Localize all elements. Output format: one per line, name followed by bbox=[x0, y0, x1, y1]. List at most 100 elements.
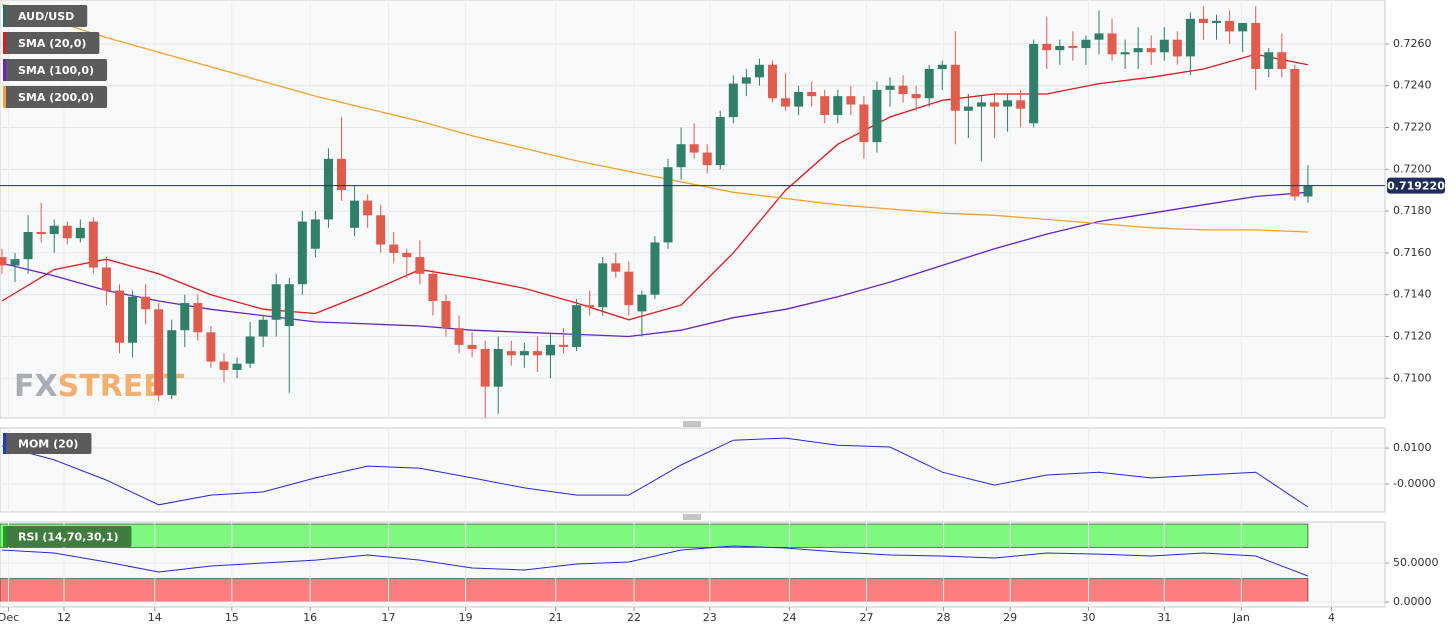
candle-body bbox=[1303, 186, 1313, 197]
candle-body bbox=[898, 85, 908, 95]
legend-label: AUD/USD bbox=[18, 10, 74, 23]
x-tick-label: 19 bbox=[459, 611, 473, 624]
y-tick-label: 0.7100 bbox=[1393, 371, 1432, 384]
indicator-line bbox=[1, 437, 1309, 508]
x-tick-label: 14 bbox=[148, 611, 162, 624]
candle-body bbox=[180, 303, 190, 331]
legend-box bbox=[3, 86, 108, 108]
candle-body bbox=[820, 96, 830, 115]
candle-body bbox=[1042, 43, 1052, 51]
candle-body bbox=[297, 221, 307, 285]
candle-body bbox=[937, 64, 947, 69]
y-tick-label: 0.7140 bbox=[1393, 288, 1432, 301]
candle-body bbox=[519, 351, 529, 356]
candle-body bbox=[885, 85, 895, 90]
candle-body bbox=[88, 221, 98, 268]
candle-body bbox=[1081, 39, 1091, 49]
x-tick-label: 16 bbox=[303, 611, 317, 624]
candle-body bbox=[715, 117, 725, 166]
candle-body bbox=[1016, 100, 1026, 109]
candle-body bbox=[990, 102, 1000, 107]
legend-swatch bbox=[3, 5, 6, 27]
candle-body bbox=[232, 363, 242, 370]
candle-body bbox=[976, 102, 986, 107]
candle-body bbox=[480, 349, 490, 387]
candle-body bbox=[767, 64, 777, 99]
candle-body bbox=[1133, 48, 1143, 53]
candle-body bbox=[1290, 68, 1300, 197]
legend-box bbox=[3, 32, 100, 54]
candle-body bbox=[75, 227, 85, 239]
candle-body bbox=[428, 273, 438, 301]
candle-body bbox=[167, 330, 177, 396]
candle-body bbox=[872, 89, 882, 143]
candle-body bbox=[963, 106, 973, 111]
y-tick-label: 0.7160 bbox=[1393, 246, 1432, 259]
candle-body bbox=[1094, 33, 1104, 40]
candle-body bbox=[271, 284, 281, 320]
y-tick-label: 0.7120 bbox=[1393, 329, 1432, 342]
x-tick-label: 27 bbox=[860, 611, 874, 624]
legend-label: RSI (14,70,30,1) bbox=[18, 531, 118, 544]
candle-body bbox=[689, 144, 699, 153]
panel-handle[interactable] bbox=[683, 514, 701, 520]
candle-body bbox=[807, 91, 817, 97]
candle-body bbox=[415, 257, 425, 274]
legend-item: RSI (14,70,30,1) bbox=[3, 526, 132, 547]
candle-body bbox=[154, 309, 164, 396]
x-tick-label: Dec bbox=[0, 611, 19, 624]
candle-body bbox=[1212, 20, 1222, 23]
y-tick-label: 0.0000 bbox=[1393, 595, 1432, 608]
candle-body bbox=[128, 296, 138, 343]
candle-body bbox=[1238, 22, 1248, 32]
candle-body bbox=[611, 263, 621, 272]
candle-body bbox=[781, 98, 791, 107]
candle-body bbox=[0, 257, 7, 266]
legend-swatch bbox=[3, 59, 6, 81]
candle-body bbox=[650, 242, 660, 295]
x-tick-label: 22 bbox=[627, 611, 641, 624]
x-tick-label: 21 bbox=[549, 611, 563, 624]
mom-panel bbox=[0, 427, 1386, 513]
x-tick-label: 30 bbox=[1082, 611, 1096, 624]
candle-body bbox=[950, 64, 960, 111]
candle-body bbox=[36, 231, 46, 235]
candle-body bbox=[1277, 52, 1287, 69]
candle-body bbox=[441, 300, 451, 329]
y-tick-label: 50.0000 bbox=[1393, 556, 1439, 569]
indicator-line bbox=[1, 53, 1309, 321]
candle-body bbox=[663, 167, 673, 243]
legend-item: SMA (100,0) bbox=[3, 59, 108, 81]
y-tick-label: 0.7260 bbox=[1393, 37, 1432, 50]
candle-body bbox=[532, 351, 542, 356]
legend-box bbox=[3, 59, 108, 81]
legend-box bbox=[3, 433, 92, 454]
legend-box bbox=[3, 5, 88, 27]
candle-body bbox=[1029, 43, 1039, 124]
legend-label: SMA (200,0) bbox=[18, 91, 94, 104]
candle-body bbox=[624, 271, 634, 306]
legend-item: AUD/USD bbox=[3, 5, 88, 27]
candle-body bbox=[454, 328, 464, 345]
watermark: FXSTREET bbox=[14, 369, 185, 404]
panel-handle[interactable] bbox=[683, 421, 701, 427]
candle-body bbox=[350, 200, 360, 228]
candle-body bbox=[402, 252, 412, 258]
candle-body bbox=[859, 104, 869, 143]
candle-body bbox=[467, 344, 477, 350]
candle-body bbox=[337, 158, 347, 191]
legend-label: SMA (100,0) bbox=[18, 64, 94, 77]
x-tick-label: 31 bbox=[1157, 611, 1171, 624]
legend-swatch bbox=[3, 433, 6, 454]
candle-body bbox=[1185, 18, 1195, 57]
candle-body bbox=[1264, 52, 1274, 69]
candle-body bbox=[493, 349, 503, 387]
candle-body bbox=[572, 305, 582, 347]
x-tick-label: 17 bbox=[382, 611, 396, 624]
y-tick-label: 0.7220 bbox=[1393, 120, 1432, 133]
candle-body bbox=[245, 336, 255, 364]
candle-body bbox=[833, 96, 843, 115]
last-price-box bbox=[1387, 177, 1445, 194]
candle-body bbox=[1107, 33, 1117, 55]
indicator-line bbox=[1, 191, 1308, 338]
